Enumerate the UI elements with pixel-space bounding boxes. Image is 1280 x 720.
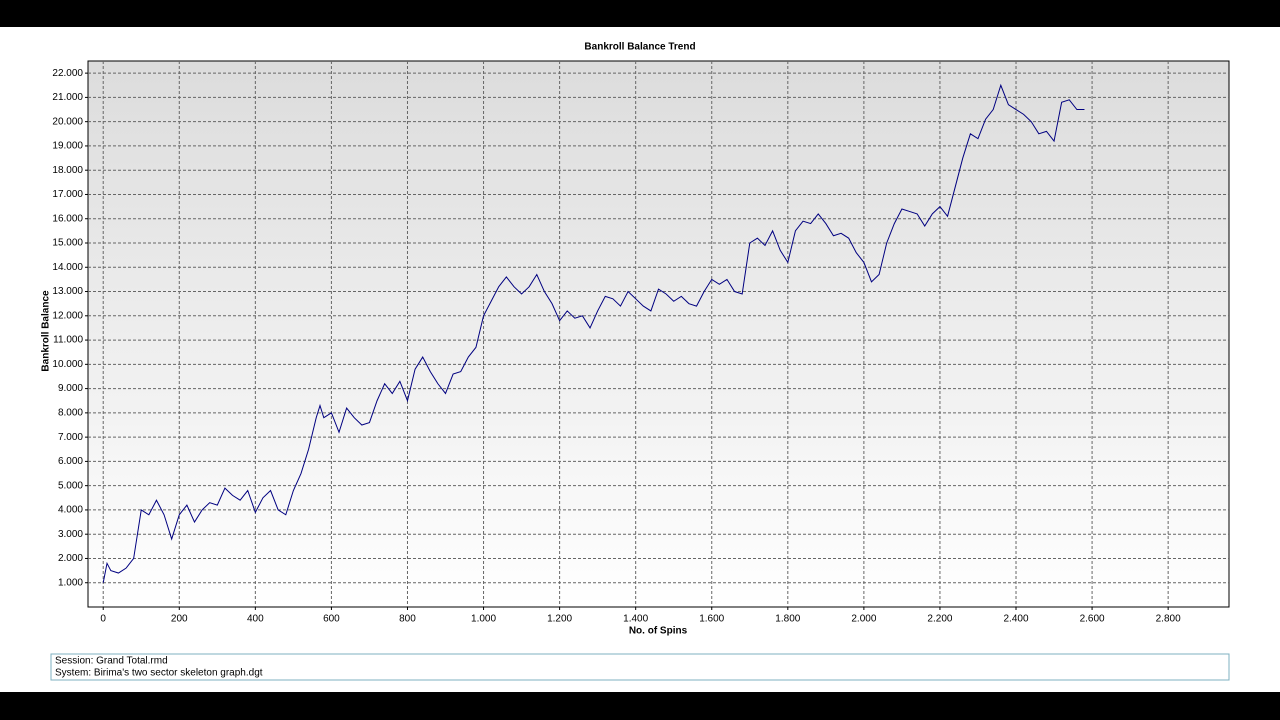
session-text: Session: Grand Total.rmd [55, 656, 168, 667]
y-tick-label: 3.000 [58, 529, 83, 540]
y-tick-label: 19.000 [52, 141, 83, 152]
y-tick-label: 4.000 [58, 505, 83, 516]
y-tick-label: 11.000 [53, 335, 83, 346]
x-tick-label: 1.600 [699, 614, 724, 625]
x-tick-label: 2.400 [1003, 614, 1028, 625]
x-tick-label: 1.200 [547, 614, 572, 625]
y-tick-label: 20.000 [52, 116, 83, 127]
y-tick-label: 14.000 [52, 262, 83, 273]
y-tick-label: 7.000 [58, 432, 83, 443]
x-tick-label: 400 [247, 614, 264, 625]
x-tick-label: 200 [171, 614, 188, 625]
y-tick-label: 16.000 [52, 213, 83, 224]
x-tick-label: 2.000 [851, 614, 876, 625]
y-tick-label: 17.000 [52, 189, 83, 200]
y-tick-label: 22.000 [52, 68, 83, 79]
x-axis-label: No. of Spins [629, 626, 688, 637]
y-tick-label: 18.000 [52, 165, 83, 176]
chart-title: Bankroll Balance Trend [584, 42, 695, 53]
y-tick-label: 15.000 [52, 238, 83, 249]
y-tick-label: 5.000 [58, 480, 83, 491]
y-tick-label: 10.000 [52, 359, 83, 370]
y-tick-label: 2.000 [58, 553, 83, 564]
x-tick-label: 0 [100, 614, 106, 625]
x-tick-label: 1.400 [623, 614, 648, 625]
x-tick-label: 800 [399, 614, 416, 625]
y-tick-label: 13.000 [52, 286, 83, 297]
y-tick-label: 6.000 [58, 456, 83, 467]
x-tick-label: 600 [323, 614, 340, 625]
y-tick-label: 8.000 [58, 408, 83, 419]
y-tick-label: 1.000 [58, 577, 83, 588]
data-line [102, 83, 1085, 583]
plot-area [87, 60, 1230, 608]
system-text: System: Birima's two sector skeleton gra… [55, 668, 263, 679]
y-tick-label: 9.000 [58, 383, 83, 394]
x-tick-label: 2.200 [927, 614, 952, 625]
x-tick-label: 1.800 [775, 614, 800, 625]
info-box [50, 653, 1230, 681]
y-tick-label: 12.000 [52, 310, 83, 321]
x-tick-label: 2.600 [1080, 614, 1105, 625]
x-tick-label: 2.800 [1156, 614, 1181, 625]
y-axis-label: Bankroll Balance [41, 290, 52, 372]
x-tick-label: 1.000 [471, 614, 496, 625]
y-tick-label: 21.000 [52, 92, 83, 103]
